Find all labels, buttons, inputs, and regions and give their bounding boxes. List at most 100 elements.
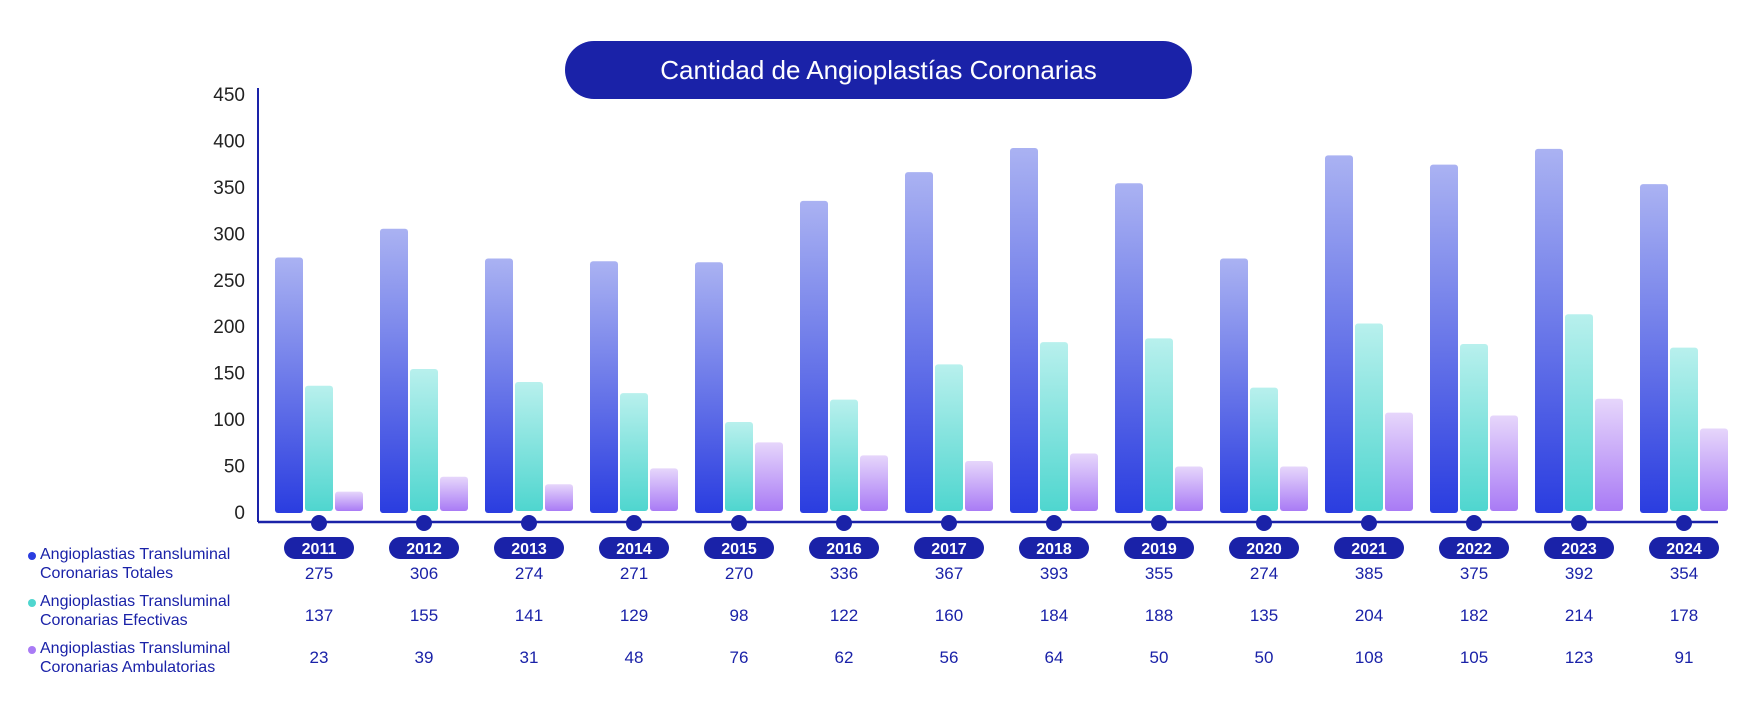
bar-efectivas — [410, 369, 438, 511]
x-tick-label: 2024 — [1666, 541, 1702, 558]
bar-totales — [905, 172, 933, 513]
year-pill — [494, 537, 564, 559]
bar-ambulatorias — [1070, 453, 1098, 511]
legend-item-efectivas: Angioplastias Transluminal Coronarias Efe… — [28, 592, 270, 630]
bar-ambulatorias — [545, 484, 573, 511]
y-tick-label: 450 — [213, 85, 245, 106]
axis-dot — [1676, 515, 1692, 531]
x-tick-label: 2015 — [721, 541, 757, 558]
axis-dot — [521, 515, 537, 531]
y-tick-label: 350 — [213, 178, 245, 199]
bar-totales — [1115, 183, 1143, 513]
x-tick-label: 2023 — [1561, 541, 1597, 558]
bar-ambulatorias — [1385, 412, 1413, 511]
x-tick-label: 2012 — [406, 541, 442, 558]
y-tick-label: 200 — [213, 317, 245, 338]
data-label: 129 — [620, 606, 648, 625]
bar-efectivas — [935, 364, 963, 511]
data-label: 270 — [725, 564, 753, 583]
legend-label: Coronarias Totales — [40, 565, 174, 582]
bar-efectivas — [620, 393, 648, 511]
y-tick-label: 100 — [213, 410, 245, 431]
axis-dot — [416, 515, 432, 531]
data-label: 160 — [935, 606, 963, 625]
axis-dot — [1361, 515, 1377, 531]
axis-dot — [1256, 515, 1272, 531]
bar-ambulatorias — [335, 491, 363, 511]
bar-efectivas — [1040, 342, 1068, 511]
x-tick-label: 2013 — [511, 541, 547, 558]
bar-totales — [800, 200, 828, 514]
data-label: 355 — [1145, 564, 1173, 583]
data-label: 155 — [410, 606, 438, 625]
data-label: 271 — [620, 564, 648, 583]
data-label: 137 — [305, 606, 333, 625]
data-label: 39 — [415, 648, 434, 667]
year-pill — [1649, 537, 1719, 559]
legend-item-ambulatorias: Angioplastias Transluminal Coronarias Amb… — [28, 639, 270, 677]
bar-efectivas — [1145, 338, 1173, 511]
x-tick-label: 2014 — [616, 541, 652, 558]
x-tick-label: 2017 — [931, 541, 967, 558]
data-label: 98 — [730, 606, 749, 625]
bar-ambulatorias — [755, 442, 783, 511]
legend-label: Angioplastias Transluminal — [40, 640, 231, 657]
chart-title: Cantidad de Angioplastías Coronarias — [565, 41, 1192, 99]
data-label: 23 — [310, 648, 329, 667]
x-tick-label: 2018 — [1036, 541, 1072, 558]
y-tick-label: 50 — [224, 457, 245, 478]
data-label: 336 — [830, 564, 858, 583]
axis-dot — [941, 515, 957, 531]
axis-dot — [1466, 515, 1482, 531]
bar-ambulatorias — [1490, 415, 1518, 511]
year-pill — [389, 537, 459, 559]
data-label: 62 — [835, 648, 854, 667]
data-label: 123 — [1565, 648, 1593, 667]
y-tick-label: 0 — [234, 503, 245, 524]
year-pill — [1019, 537, 1089, 559]
legend-label: Coronarias Ambulatorias — [40, 659, 216, 676]
data-label: 204 — [1355, 606, 1383, 625]
data-label: 375 — [1460, 564, 1488, 583]
bar-efectivas — [1565, 314, 1593, 511]
bar-ambulatorias — [440, 476, 468, 511]
bar-ambulatorias — [1700, 428, 1728, 511]
x-tick-label: 2022 — [1456, 541, 1492, 558]
data-label: 31 — [520, 648, 539, 667]
bar-totales — [1640, 184, 1668, 513]
data-label: 135 — [1250, 606, 1278, 625]
x-tick-label: 2019 — [1141, 541, 1177, 558]
data-label: 48 — [625, 648, 644, 667]
data-label: 64 — [1045, 648, 1064, 667]
x-tick-label: 2021 — [1351, 541, 1387, 558]
legend-dot — [28, 599, 36, 607]
x-tick-label: 2011 — [302, 541, 337, 558]
bar-totales — [275, 257, 303, 513]
bar-efectivas — [515, 382, 543, 511]
data-label: 50 — [1255, 648, 1274, 667]
axis-dot — [731, 515, 747, 531]
bar-efectivas — [1460, 343, 1488, 511]
data-label: 122 — [830, 606, 858, 625]
bar-ambulatorias — [650, 468, 678, 511]
bar-ambulatorias — [1595, 398, 1623, 511]
bar-efectivas — [1355, 323, 1383, 511]
bar-totales — [1220, 258, 1248, 513]
data-label: 275 — [305, 564, 333, 583]
year-pill — [704, 537, 774, 559]
bar-totales — [590, 261, 618, 513]
data-label: 354 — [1670, 564, 1698, 583]
axis-dot — [1046, 515, 1062, 531]
year-pill — [284, 537, 354, 559]
data-label: 141 — [515, 606, 543, 625]
data-label: 274 — [515, 564, 543, 583]
data-label: 56 — [940, 648, 959, 667]
year-pill — [1439, 537, 1509, 559]
bar-efectivas — [830, 399, 858, 511]
data-label: 274 — [1250, 564, 1278, 583]
data-label: 184 — [1040, 606, 1068, 625]
y-tick-label: 250 — [213, 271, 245, 292]
bar-totales — [380, 228, 408, 513]
bar-ambulatorias — [1175, 466, 1203, 511]
